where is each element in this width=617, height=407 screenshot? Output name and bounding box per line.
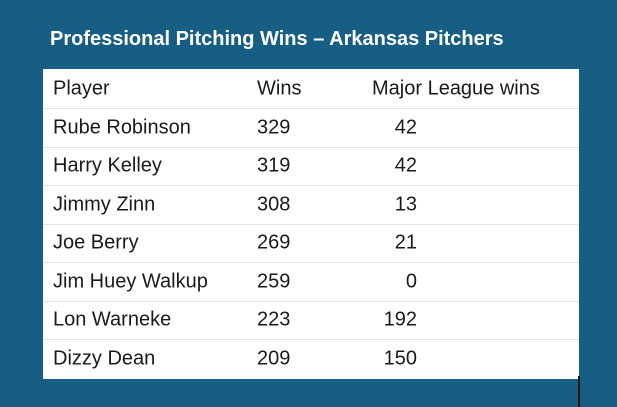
- major-league-wins-value: 0: [405, 270, 417, 293]
- page-title: Professional Pitching Wins – Arkansas Pi…: [50, 28, 504, 50]
- player-name: Lon Warneke: [53, 308, 172, 331]
- wins-value: 269: [257, 231, 291, 254]
- table-header-row: Player Wins Major League wins: [43, 69, 579, 109]
- wins-value: 259: [257, 270, 291, 293]
- major-league-wins-value: 21: [394, 231, 417, 254]
- player-name: Joe Berry: [53, 231, 139, 254]
- player-name: Jimmy Zinn: [53, 193, 156, 216]
- window-edge-divider: [578, 376, 580, 407]
- player-name: Dizzy Dean: [53, 347, 156, 370]
- header-major-league-wins: Major League wins: [372, 77, 540, 99]
- wins-value: 209: [257, 347, 291, 370]
- player-name: Jim Huey Walkup: [53, 270, 208, 293]
- major-league-wins-value: 150: [383, 347, 417, 370]
- header-player: Player: [53, 77, 110, 99]
- pitching-wins-table: Player Wins Major League wins Rube Robin…: [43, 69, 579, 379]
- wins-value: 329: [257, 116, 291, 139]
- table-row: Dizzy Dean 209 150: [43, 340, 579, 379]
- table-row: Harry Kelley 319 42: [43, 148, 579, 186]
- wins-value: 308: [257, 193, 291, 216]
- player-name: Rube Robinson: [53, 116, 191, 139]
- table-row: Joe Berry 269 21: [43, 225, 579, 263]
- major-league-wins-value: 13: [394, 193, 417, 216]
- player-name: Harry Kelley: [53, 154, 162, 177]
- major-league-wins-value: 42: [394, 116, 417, 139]
- wins-value: 223: [257, 308, 291, 331]
- header-wins: Wins: [257, 77, 302, 99]
- table-row: Jimmy Zinn 308 13: [43, 186, 579, 225]
- major-league-wins-value: 192: [383, 308, 417, 331]
- table-row: Lon Warneke 223 192: [43, 302, 579, 340]
- wins-value: 319: [257, 154, 291, 177]
- major-league-wins-value: 42: [394, 154, 417, 177]
- table-row: Rube Robinson 329 42: [43, 109, 579, 148]
- table-row: Jim Huey Walkup 259 0: [43, 263, 579, 302]
